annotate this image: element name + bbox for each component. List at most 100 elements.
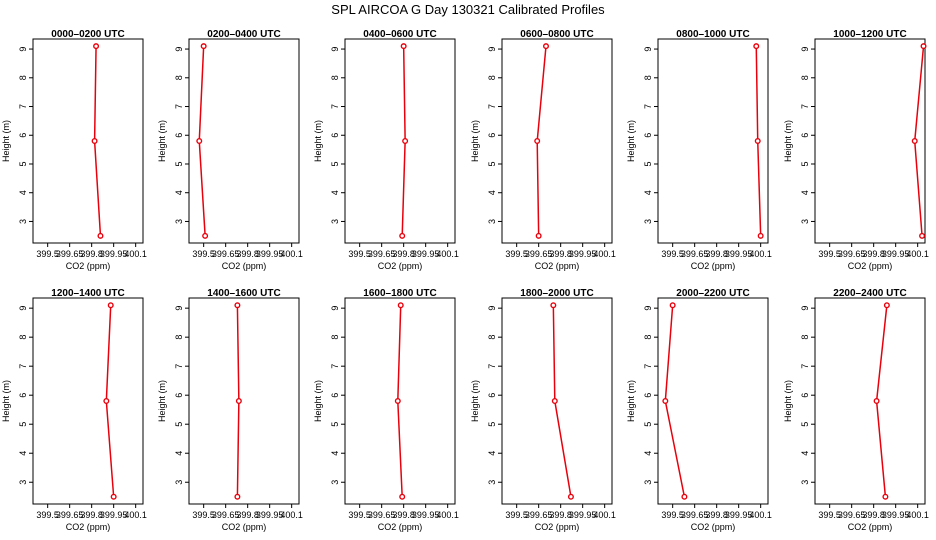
panel-title: 0000–0200 UTC — [51, 29, 124, 40]
y-tick-label: 7 — [487, 364, 497, 369]
y-tick-label: 5 — [800, 161, 810, 166]
x-tick-label: 399.8 — [705, 510, 728, 520]
y-tick-label: 7 — [330, 364, 340, 369]
x-axis-label: CO2 (ppm) — [378, 522, 423, 532]
x-tick-label: 400.1 — [280, 510, 303, 520]
x-tick-label: 400.1 — [436, 510, 459, 520]
profile-panel: 0000–0200 UTC 399.5399.65399.8399.95400.1… — [1, 29, 147, 271]
x-tick-label: 400.1 — [280, 249, 303, 259]
y-tick-label: 9 — [643, 306, 653, 311]
y-tick-label: 3 — [800, 480, 810, 485]
x-tick-label: 399.8 — [705, 249, 728, 259]
profile-panel: 2200–2400 UTC 399.5399.65399.8399.95400.1… — [783, 288, 929, 532]
data-point — [757, 232, 764, 239]
y-tick-label: 3 — [643, 219, 653, 224]
x-tick-label: 399.5 — [36, 510, 59, 520]
data-point — [883, 302, 890, 309]
data-point — [873, 398, 880, 405]
plot-frame — [501, 38, 613, 244]
y-axis-label: Height (m) — [313, 120, 323, 162]
data-point — [919, 232, 926, 239]
x-tick-label: 399.95 — [725, 510, 753, 520]
x-tick-label: 399.8 — [549, 510, 572, 520]
x-tick-label: 399.65 — [368, 249, 396, 259]
x-tick-label: 399.95 — [412, 510, 440, 520]
x-axis-label: CO2 (ppm) — [691, 522, 736, 532]
data-point — [91, 137, 98, 144]
y-tick-label: 9 — [487, 306, 497, 311]
data-point — [394, 398, 401, 405]
x-tick-label: 400.1 — [436, 249, 459, 259]
x-tick-label: 399.8 — [862, 249, 885, 259]
y-tick-label: 8 — [800, 335, 810, 340]
y-tick-label: 5 — [800, 422, 810, 427]
data-point — [669, 302, 676, 309]
y-tick-label: 7 — [18, 364, 28, 369]
profile-panel: 1600–1800 UTC 399.5399.65399.8399.95400.1… — [313, 288, 459, 532]
y-tick-label: 8 — [487, 75, 497, 80]
y-tick-label: 3 — [487, 480, 497, 485]
x-tick-label: 399.65 — [838, 510, 866, 520]
figure-title: SPL AIRCOA G Day 130321 Calibrated Profi… — [331, 2, 605, 17]
plot-frame — [32, 38, 144, 244]
y-tick-label: 3 — [18, 219, 28, 224]
y-tick-label: 3 — [487, 219, 497, 224]
data-point — [882, 493, 889, 500]
y-tick-label: 9 — [643, 47, 653, 52]
data-point — [753, 43, 760, 50]
panel-title: 0400–0600 UTC — [363, 29, 436, 40]
data-point — [97, 232, 104, 239]
y-tick-label: 3 — [330, 480, 340, 485]
x-tick-label: 399.5 — [818, 249, 841, 259]
y-tick-label: 4 — [174, 451, 184, 456]
panel-title: 2200–2400 UTC — [833, 288, 906, 299]
y-tick-label: 4 — [643, 190, 653, 195]
data-point — [397, 302, 404, 309]
data-point — [551, 398, 558, 405]
y-tick-label: 3 — [18, 480, 28, 485]
x-tick-label: 400.1 — [749, 249, 772, 259]
x-tick-label: 399.65 — [525, 249, 553, 259]
x-tick-label: 399.65 — [56, 510, 84, 520]
data-point — [202, 232, 209, 239]
y-tick-label: 9 — [174, 306, 184, 311]
x-axis-label: CO2 (ppm) — [691, 261, 736, 271]
plot-frame — [344, 38, 456, 244]
x-tick-label: 399.8 — [392, 249, 415, 259]
x-tick-label: 399.65 — [525, 510, 553, 520]
y-axis-label: Height (m) — [313, 380, 323, 422]
x-tick-label: 400.1 — [593, 510, 616, 520]
y-tick-label: 6 — [800, 393, 810, 398]
x-tick-label: 399.8 — [80, 249, 103, 259]
y-tick-label: 7 — [18, 104, 28, 109]
x-tick-label: 399.8 — [862, 510, 885, 520]
y-tick-label: 8 — [643, 75, 653, 80]
y-tick-label: 6 — [174, 393, 184, 398]
x-tick-label: 399.65 — [838, 249, 866, 259]
y-tick-label: 4 — [800, 190, 810, 195]
y-tick-label: 5 — [487, 161, 497, 166]
y-axis-label: Height (m) — [1, 120, 11, 162]
y-tick-label: 9 — [330, 47, 340, 52]
y-tick-label: 4 — [18, 190, 28, 195]
x-tick-label: 399.5 — [505, 249, 528, 259]
y-tick-label: 8 — [800, 75, 810, 80]
y-tick-label: 6 — [487, 393, 497, 398]
data-point — [754, 137, 761, 144]
x-axis-label: CO2 (ppm) — [535, 522, 580, 532]
y-tick-label: 9 — [487, 47, 497, 52]
y-tick-label: 3 — [174, 219, 184, 224]
y-tick-label: 6 — [330, 133, 340, 138]
y-axis-label: Height (m) — [470, 380, 480, 422]
y-tick-label: 8 — [643, 335, 653, 340]
y-tick-label: 9 — [330, 306, 340, 311]
y-tick-label: 6 — [643, 133, 653, 138]
y-tick-label: 5 — [174, 422, 184, 427]
x-tick-label: 399.95 — [100, 510, 128, 520]
y-tick-label: 8 — [330, 75, 340, 80]
profile-panel: 0200–0400 UTC 399.5399.65399.8399.95400.1… — [157, 29, 303, 271]
profile-panel: 1400–1600 UTC 399.5399.65399.8399.95400.1… — [157, 288, 303, 532]
x-axis-label: CO2 (ppm) — [848, 522, 893, 532]
y-tick-label: 4 — [800, 451, 810, 456]
